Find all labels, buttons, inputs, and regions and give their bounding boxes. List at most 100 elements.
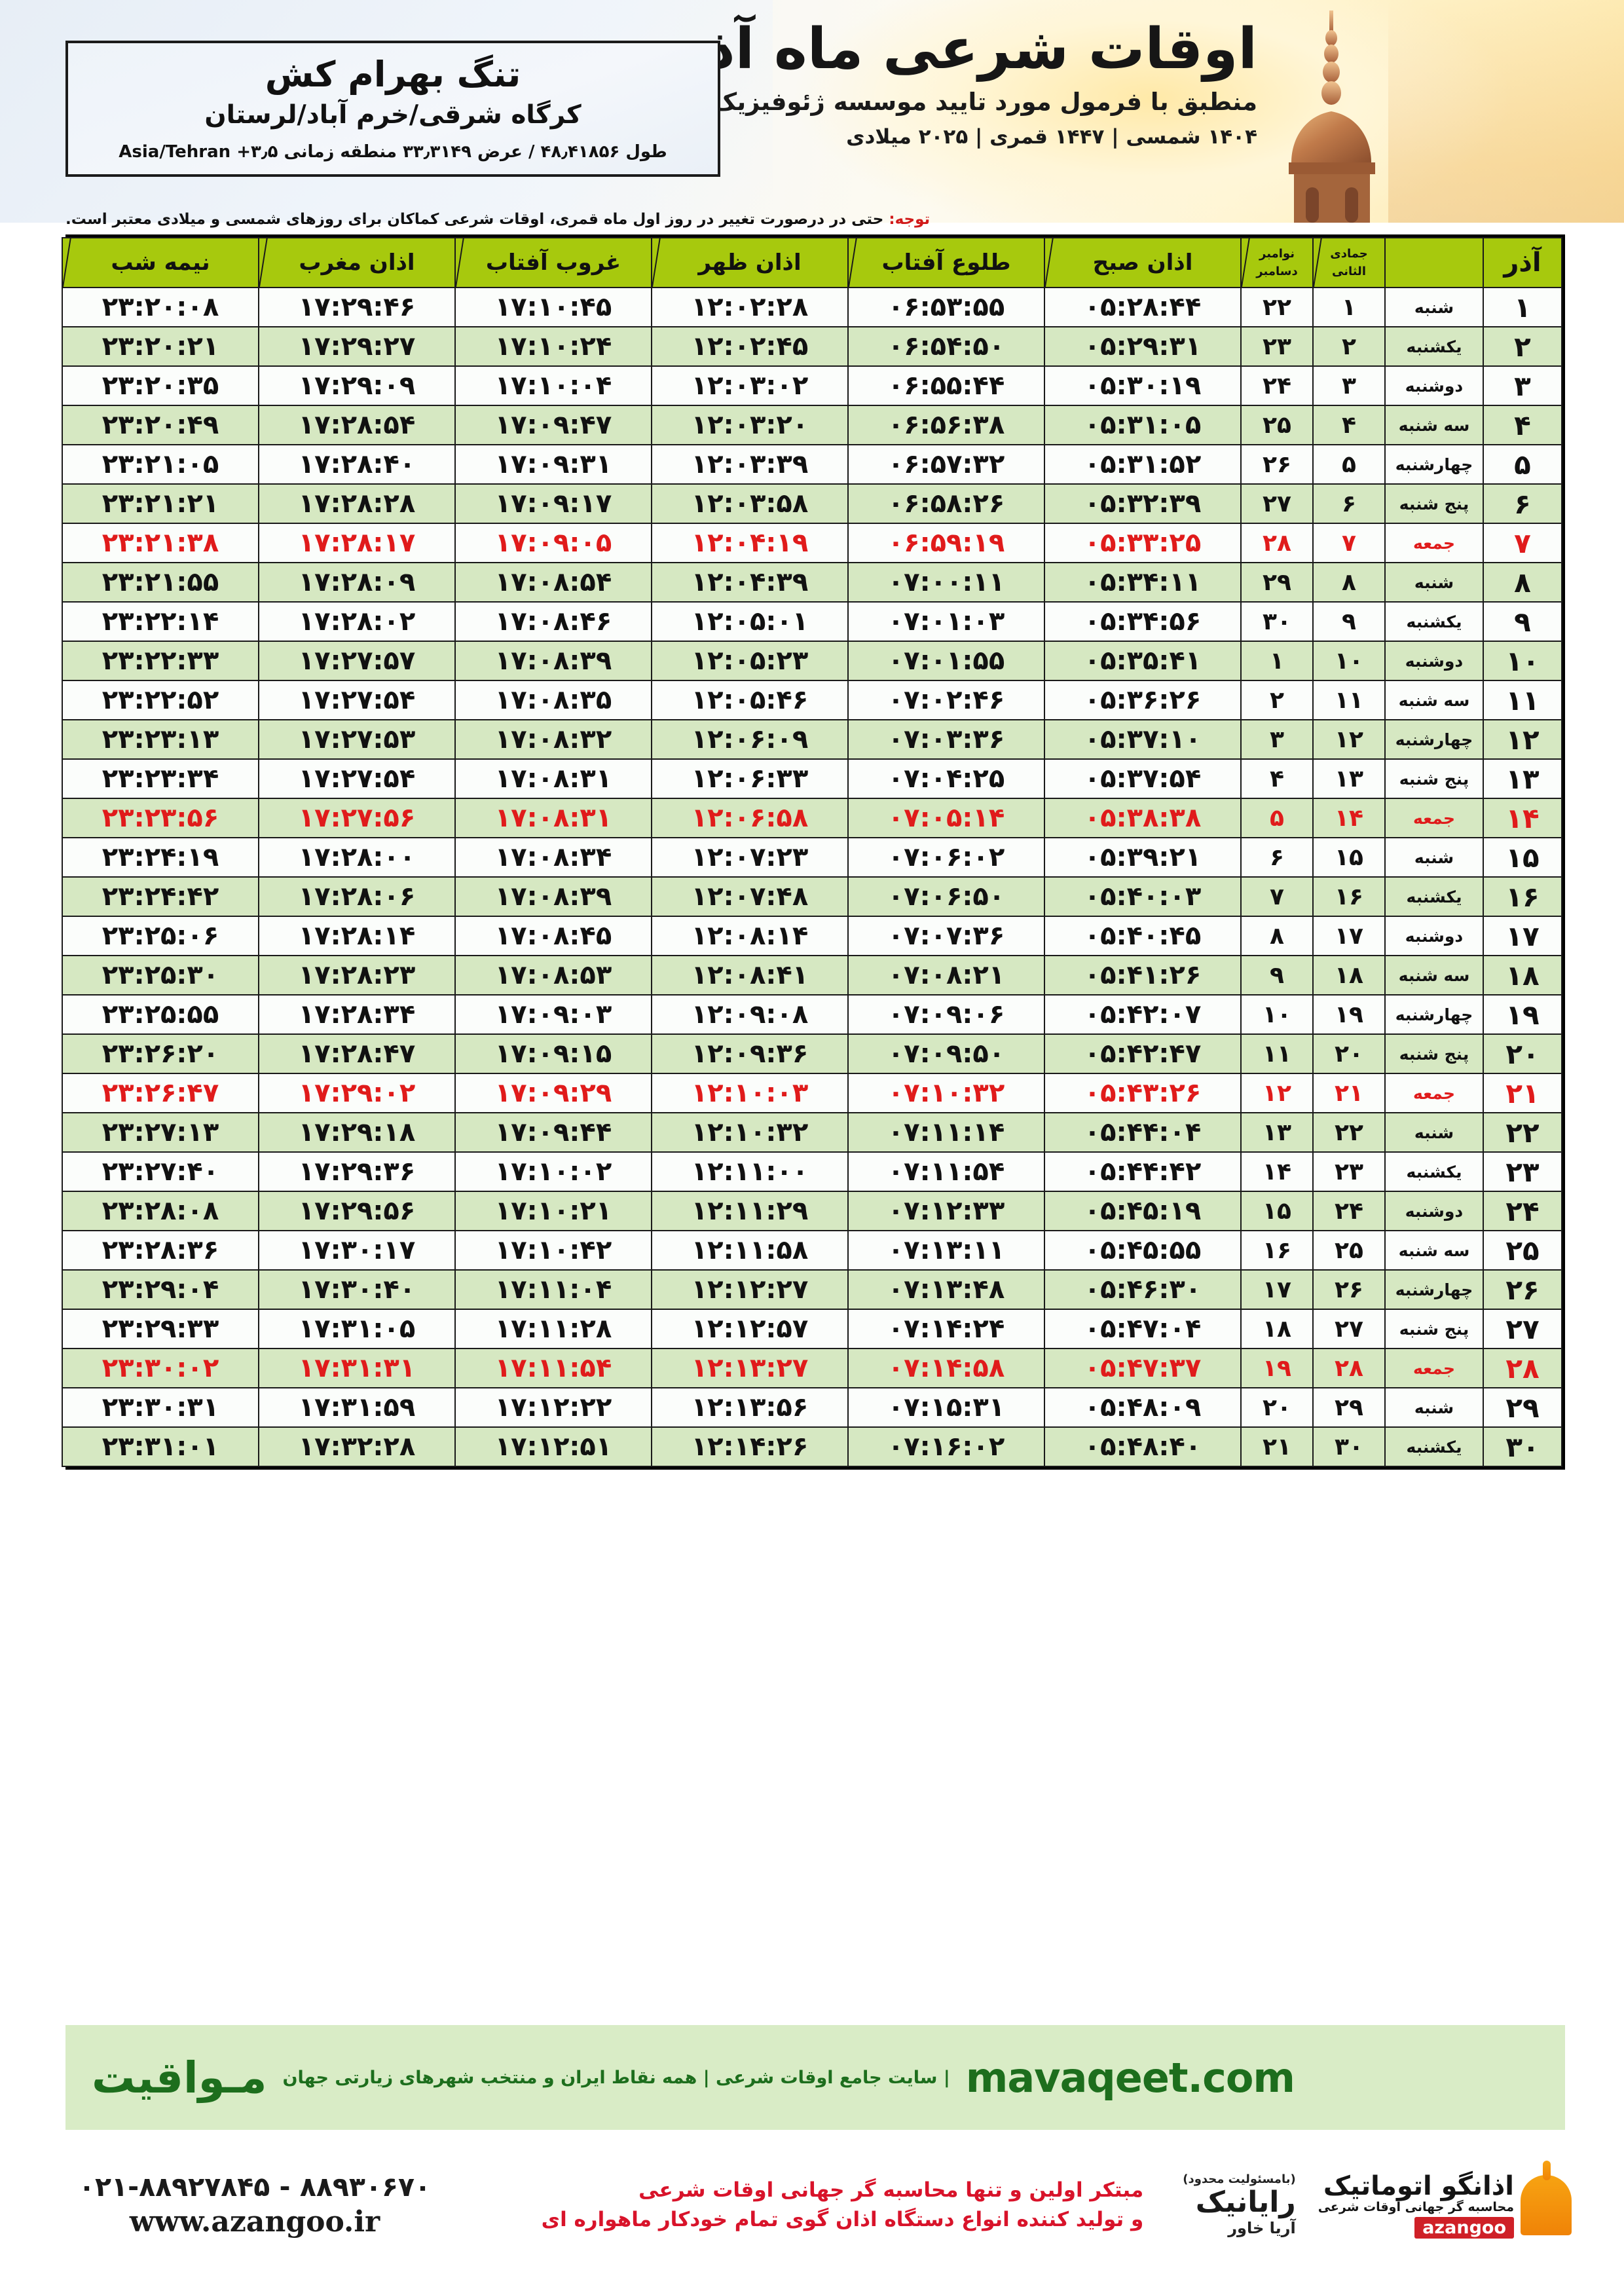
table-row: ۱۹ چهارشنبه ۱۹ ۱۰ ۰۵:۴۲:۰۷ ۰۷:۰۹:۰۶ ۱۲:۰۹:۰۸ ۱۷… <box>62 994 1562 1035</box>
cell-zohr-time: ۱۲:۱۳:۵۶ <box>651 1387 849 1428</box>
cell-midnight-time: ۲۳:۲۱:۵۵ <box>62 562 259 603</box>
cell-midnight-time: ۲۳:۲۲:۱۴ <box>62 601 259 642</box>
cell-weekday: پنج شنبه <box>1384 1309 1484 1349</box>
cell-fajr-time: ۰۵:۴۰:۰۳ <box>1044 876 1242 917</box>
cell-fajr-time: ۰۵:۴۷:۳۷ <box>1044 1348 1242 1388</box>
cell-zohr-time: ۱۲:۰۸:۱۴ <box>651 916 849 956</box>
cell-qamari-day: ۲۸ <box>1312 1348 1386 1388</box>
cell-qamari-day: ۲۶ <box>1312 1269 1386 1310</box>
cell-maghrib-time: ۱۷:۳۰:۱۷ <box>258 1230 456 1271</box>
cell-weekday: دوشنبه <box>1384 641 1484 681</box>
cell-azar-day: ۲۱ <box>1483 1073 1562 1113</box>
cell-weekday: شنبه <box>1384 1387 1484 1428</box>
banner-right-ornament <box>1388 0 1624 223</box>
prayer-times-table: آذر جمادی الثانی نوامبر دسامبر اذان صبح … <box>62 237 1562 1467</box>
cell-sunrise-time: ۰۷:۱۵:۳۱ <box>847 1387 1045 1428</box>
cell-azar-day: ۲۷ <box>1483 1309 1562 1349</box>
cell-azar-day: ۱۳ <box>1483 758 1562 799</box>
cell-azar-day: ۶ <box>1483 483 1562 524</box>
cell-zohr-time: ۱۲:۰۶:۵۸ <box>651 798 849 838</box>
location-info-box: تنگ بهرام کش کرگاه شرقی/خرم آباد/لرستان … <box>65 41 720 177</box>
rayanic-liability-note: (بامسئولیت محدود) <box>1183 2172 1296 2186</box>
cell-weekday: دوشنبه <box>1384 1191 1484 1231</box>
cell-sunset-time: ۱۷:۰۹:۱۵ <box>454 1033 652 1074</box>
cell-azar-day: ۸ <box>1483 562 1562 603</box>
cell-qamari-day: ۸ <box>1312 562 1386 603</box>
cell-zohr-time: ۱۲:۰۹:۰۸ <box>651 994 849 1035</box>
footer-phone: ۰۲۱-۸۸۹۲۷۸۴۵ - ۸۸۹۳۰۶۷۰ <box>79 2170 432 2203</box>
cell-azar-day: ۲۶ <box>1483 1269 1562 1310</box>
table-row: ۱۵ شنبه ۱۵ ۶ ۰۵:۳۹:۲۱ ۰۷:۰۶:۰۲ ۱۲:۰۷:۲۳ ۱۷:۰۸:۳… <box>62 837 1562 878</box>
cell-qamari-day: ۱۸ <box>1312 955 1386 995</box>
cell-midnight-time: ۲۳:۲۸:۰۸ <box>62 1191 259 1231</box>
cell-maghrib-time: ۱۷:۲۹:۵۶ <box>258 1191 456 1231</box>
cell-maghrib-time: ۱۷:۲۸:۰۹ <box>258 562 456 603</box>
cell-azar-day: ۲۲ <box>1483 1112 1562 1153</box>
cell-zohr-time: ۱۲:۰۳:۳۹ <box>651 444 849 485</box>
cell-maghrib-time: ۱۷:۳۱:۵۹ <box>258 1387 456 1428</box>
cell-midnight-time: ۲۳:۲۷:۴۰ <box>62 1151 259 1192</box>
calendar-date-line: ۱۴۰۴ شمسی | ۱۴۴۷ قمری | ۲۰۲۵ میلادی <box>846 124 1257 149</box>
cell-midnight-time: ۲۳:۳۱:۰۱ <box>62 1426 259 1467</box>
cell-sunrise-time: ۰۶:۵۶:۳۸ <box>847 405 1045 445</box>
cell-azar-day: ۳۰ <box>1483 1426 1562 1467</box>
cell-fajr-time: ۰۵:۳۷:۱۰ <box>1044 719 1242 760</box>
cell-azar-day: ۱۶ <box>1483 876 1562 917</box>
footer-website[interactable]: www.azangoo.ir <box>129 2205 380 2239</box>
cell-weekday: جمعه <box>1384 523 1484 563</box>
cell-weekday: شنبه <box>1384 562 1484 603</box>
cell-midnight-time: ۲۳:۲۰:۰۸ <box>62 287 259 327</box>
cell-azar-day: ۴ <box>1483 405 1562 445</box>
mavaqeet-brand-en[interactable]: mavaqeet.com <box>965 2053 1295 2102</box>
cell-milady-day: ۱ <box>1240 641 1314 681</box>
cell-sunset-time: ۱۷:۰۸:۳۴ <box>454 837 652 878</box>
table-row: ۱۱ سه شنبه ۱۱ ۲ ۰۵:۳۶:۲۶ ۰۷:۰۲:۴۶ ۱۲:۰۵:۴۶ ۱۷:۰… <box>62 680 1562 720</box>
cell-qamari-day: ۲۳ <box>1312 1151 1386 1192</box>
cell-zohr-time: ۱۲:۰۷:۴۸ <box>651 876 849 917</box>
cell-sunset-time: ۱۷:۱۱:۰۴ <box>454 1269 652 1310</box>
cell-zohr-time: ۱۲:۱۱:۰۰ <box>651 1151 849 1192</box>
cell-maghrib-time: ۱۷:۳۲:۲۸ <box>258 1426 456 1467</box>
cell-zohr-time: ۱۲:۱۱:۵۸ <box>651 1230 849 1271</box>
cell-midnight-time: ۲۳:۲۴:۱۹ <box>62 837 259 878</box>
cell-qamari-day: ۲۵ <box>1312 1230 1386 1271</box>
cell-midnight-time: ۲۳:۲۵:۳۰ <box>62 955 259 995</box>
table-row: ۱ شنبه ۱ ۲۲ ۰۵:۲۸:۴۴ ۰۶:۵۳:۵۵ ۱۲:۰۲:۲۸ ۱۷:۱۰:۴۵… <box>62 287 1562 327</box>
cell-sunset-time: ۱۷:۱۰:۲۴ <box>454 326 652 367</box>
cell-azar-day: ۳ <box>1483 365 1562 406</box>
cell-maghrib-time: ۱۷:۲۹:۲۷ <box>258 326 456 367</box>
cell-zohr-time: ۱۲:۰۳:۲۰ <box>651 405 849 445</box>
cell-weekday: دوشنبه <box>1384 365 1484 406</box>
cell-maghrib-time: ۱۷:۳۱:۰۵ <box>258 1309 456 1349</box>
cell-sunrise-time: ۰۶:۵۷:۳۲ <box>847 444 1045 485</box>
cell-maghrib-time: ۱۷:۲۹:۱۸ <box>258 1112 456 1153</box>
cell-maghrib-time: ۱۷:۲۹:۳۶ <box>258 1151 456 1192</box>
cell-sunset-time: ۱۷:۰۸:۴۶ <box>454 601 652 642</box>
cell-fajr-time: ۰۵:۳۱:۵۲ <box>1044 444 1242 485</box>
cell-milady-day: ۴ <box>1240 758 1314 799</box>
col-header-zohr: اذان ظهر <box>651 237 849 288</box>
rayanic-name: رایانیک <box>1195 2186 1296 2220</box>
cell-midnight-time: ۲۳:۳۰:۳۱ <box>62 1387 259 1428</box>
cell-qamari-day: ۱۶ <box>1312 876 1386 917</box>
cell-zohr-time: ۱۲:۰۳:۵۸ <box>651 483 849 524</box>
cell-sunrise-time: ۰۷:۱۰:۳۲ <box>847 1073 1045 1113</box>
cell-midnight-time: ۲۳:۲۶:۲۰ <box>62 1033 259 1074</box>
cell-zohr-time: ۱۲:۰۷:۲۳ <box>651 837 849 878</box>
cell-sunrise-time: ۰۷:۱۴:۲۴ <box>847 1309 1045 1349</box>
cell-fajr-time: ۰۵:۴۴:۴۲ <box>1044 1151 1242 1192</box>
cell-azar-day: ۲ <box>1483 326 1562 367</box>
table-row: ۲۲ شنبه ۲۲ ۱۳ ۰۵:۴۴:۰۴ ۰۷:۱۱:۱۴ ۱۲:۱۰:۳۲ ۱۷:۰۹:… <box>62 1112 1562 1153</box>
cell-weekday: چهارشنبه <box>1384 994 1484 1035</box>
cell-qamari-day: ۷ <box>1312 523 1386 563</box>
cell-midnight-time: ۲۳:۲۹:۰۴ <box>62 1269 259 1310</box>
cell-azar-day: ۱۵ <box>1483 837 1562 878</box>
cell-fajr-time: ۰۵:۴۴:۰۴ <box>1044 1112 1242 1153</box>
cell-sunset-time: ۱۷:۰۸:۳۵ <box>454 680 652 720</box>
cell-weekday: یکشنبه <box>1384 1426 1484 1467</box>
cell-qamari-day: ۲۰ <box>1312 1033 1386 1074</box>
cell-sunrise-time: ۰۷:۰۶:۰۲ <box>847 837 1045 878</box>
cell-milady-day: ۲ <box>1240 680 1314 720</box>
azangoo-tagline: محاسبه گر جهانی اوقات شرعی <box>1318 2199 1514 2214</box>
